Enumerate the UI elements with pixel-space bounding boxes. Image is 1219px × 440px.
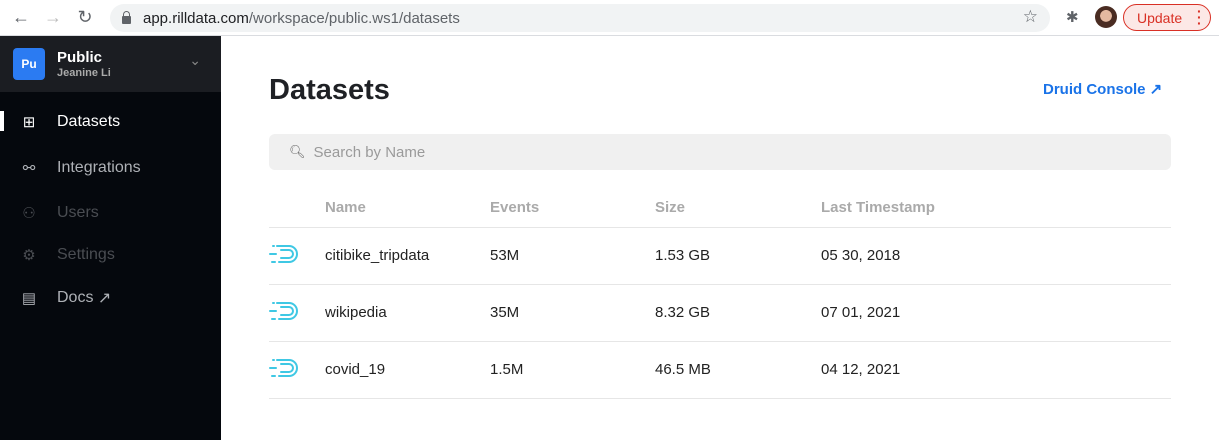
dataset-size: 1.53 GB — [655, 227, 821, 285]
druid-datasource-icon-cell — [269, 227, 325, 285]
dataset-events: 53M — [490, 227, 655, 285]
datasets-table: Name Events Size Last Timestamp citibike… — [269, 188, 1171, 399]
sidebar-item-settings[interactable]: ⚙ Settings — [0, 235, 221, 275]
user-name: Jeanine Li — [57, 67, 111, 79]
document-icon: ▤ — [21, 290, 37, 307]
update-button[interactable]: Update · · · — [1123, 4, 1211, 31]
sidebar-item-users[interactable]: ⚇ Users — [0, 191, 221, 235]
url-path: /workspace/public.ws1/datasets — [248, 9, 460, 27]
column-header-name[interactable]: Name — [325, 188, 490, 228]
druid-icon — [269, 244, 298, 263]
sidebar-item-label: Users — [57, 204, 99, 221]
table-row[interactable]: citibike_tripdata 53M 1.53 GB 05 30, 201… — [269, 227, 1171, 285]
sidebar-item-integrations[interactable]: ⚯ Integrations — [0, 145, 221, 191]
search-input[interactable]: 🔍︎ Search by Name — [269, 134, 1171, 170]
chevron-down-icon: ⌄ — [189, 52, 201, 68]
sidebar-item-docs[interactable]: ▤ Docs ↗ — [0, 275, 221, 321]
gear-icon: ⚙ — [22, 247, 36, 264]
star-icon[interactable]: ☆ — [1022, 7, 1038, 26]
column-header-size[interactable]: Size — [655, 188, 821, 228]
druid-datasource-icon-cell — [269, 284, 325, 342]
more-icon: · · · — [1197, 3, 1202, 31]
extensions-icon[interactable]: ✱ — [1066, 9, 1079, 26]
url-host: app.rilldata.com — [143, 9, 249, 27]
dataset-last-timestamp: 05 30, 2018 — [821, 227, 1171, 285]
address-bar[interactable]: app.rilldata.com/workspace/public.ws1/da… — [110, 4, 1050, 32]
table-row[interactable]: covid_19 1.5M 46.5 MB 04 12, 2021 — [269, 341, 1171, 399]
search-icon: 🔍︎ — [289, 144, 306, 159]
sidebar: Pu Public Jeanine Li ⌄ ⊞ Datasets ⚯ Integra… — [0, 36, 221, 440]
update-label: Update — [1137, 9, 1183, 26]
sidebar-item-datasets[interactable]: ⊞ Datasets — [0, 99, 221, 145]
druid-icon — [269, 358, 298, 377]
external-link-icon: ↗ — [97, 290, 112, 307]
reload-icon[interactable]: ↻ — [77, 7, 93, 27]
sidebar-item-label: Docs — [57, 289, 94, 306]
forward-icon[interactable]: → — [44, 7, 62, 27]
workspace-badge: Pu — [13, 48, 45, 80]
browser-toolbar: ← → ↻ app.rilldata.com/workspace/public.… — [0, 0, 1219, 36]
workspace-switcher[interactable]: Pu Public Jeanine Li ⌄ — [0, 36, 221, 92]
search-placeholder: Search by Name — [313, 143, 426, 161]
dataset-events: 1.5M — [490, 341, 655, 399]
druid-console-link[interactable]: Druid Console ↗ — [1043, 81, 1163, 98]
sidebar-item-label: Settings — [57, 246, 115, 263]
integrations-icon: ⚯ — [22, 160, 36, 177]
main-content: Datasets Druid Console ↗ 🔍︎ Search by Nam… — [221, 36, 1219, 440]
lock-icon — [122, 11, 131, 24]
dataset-name[interactable]: citibike_tripdata — [325, 227, 490, 285]
dataset-last-timestamp: 07 01, 2021 — [821, 284, 1171, 342]
users-icon: ⚇ — [22, 205, 36, 222]
profile-avatar[interactable] — [1095, 6, 1117, 28]
table-row[interactable]: wikipedia 35M 8.32 GB 07 01, 2021 — [269, 284, 1171, 342]
dataset-events: 35M — [490, 284, 655, 342]
dataset-size: 46.5 MB — [655, 341, 821, 399]
column-header-last-timestamp[interactable]: Last Timestamp — [821, 188, 1171, 228]
druid-datasource-icon-cell — [269, 341, 325, 399]
sidebar-item-label: Datasets — [57, 113, 121, 130]
dataset-last-timestamp: 04 12, 2021 — [821, 341, 1171, 399]
page-title: Datasets — [269, 74, 390, 106]
sidebar-item-label: Integrations — [57, 159, 141, 176]
dataset-name[interactable]: wikipedia — [325, 284, 490, 342]
back-icon[interactable]: ← — [12, 7, 30, 27]
druid-icon — [269, 301, 298, 320]
dataset-name[interactable]: covid_19 — [325, 341, 490, 399]
workspace-name: Public — [57, 49, 103, 66]
dataset-size: 8.32 GB — [655, 284, 821, 342]
column-header-events[interactable]: Events — [490, 188, 655, 228]
datasets-icon: ⊞ — [22, 114, 36, 131]
